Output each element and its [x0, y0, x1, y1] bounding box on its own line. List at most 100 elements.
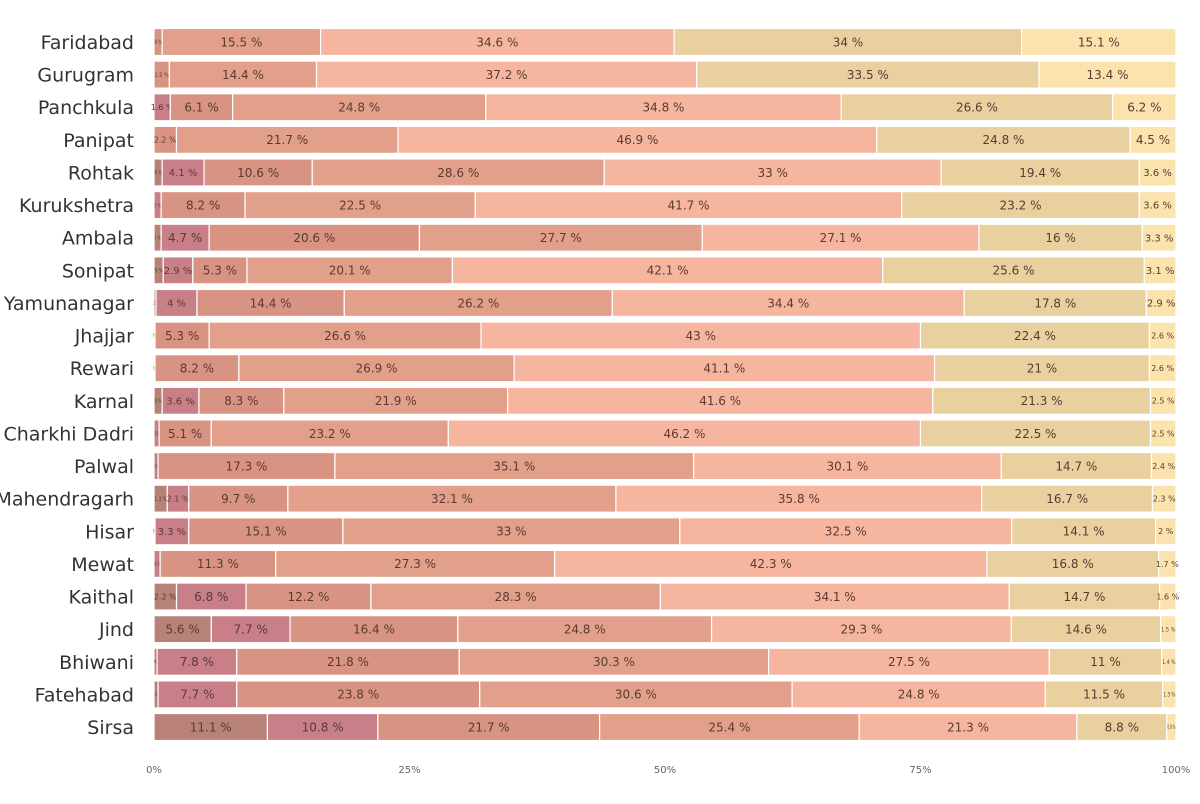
bar-segment — [153, 712, 269, 742]
segment-label: 3.1 % — [1146, 266, 1175, 277]
segment-label: 5 % — [155, 431, 159, 438]
category-label: Ambala — [62, 228, 134, 250]
bar-segment — [397, 125, 878, 154]
segment-label: 3.3 % — [158, 527, 187, 538]
category-label: Panchkula — [38, 97, 134, 119]
segment-label: 1.3 % — [1163, 692, 1175, 699]
x-tick-label: 100% — [1162, 765, 1191, 776]
bar-segment — [710, 615, 1012, 644]
bar-row: 4 % 17.3 % 35.1 % 30.1 % 14.7 % 2.4 % — [153, 451, 1177, 481]
segment-label: 2.9 % — [1147, 299, 1176, 310]
segment-label: 33 % — [757, 166, 788, 180]
bar-segment — [615, 484, 983, 513]
bar-segment — [598, 712, 860, 742]
segment-label: 27.5 % — [888, 655, 930, 669]
segment-label: 42.3 % — [750, 557, 792, 571]
category-label: Charkhi Dadri — [3, 423, 134, 445]
bar-segment — [283, 386, 509, 415]
category-label: Gurugram — [37, 65, 134, 87]
segment-label: 16.4 % — [353, 622, 395, 636]
bar-row: 8 % 3.6 % 8.3 % 21.9 % 41.6 % 21.3 % 2.5 % — [153, 386, 1177, 415]
bar-segment — [507, 386, 934, 415]
segment-label: 43 % — [686, 329, 717, 343]
segment-label: 0.9 % — [1167, 724, 1175, 731]
bar-row: 11.1 % 10.8 % 21.7 % 25.4 % 21.3 % 8.8 % 0.9 % — [153, 712, 1177, 742]
bar-segment — [447, 419, 922, 448]
segment-label: 8.3 % — [224, 394, 258, 408]
bar-segment — [986, 549, 1160, 579]
segment-label: 21.7 % — [266, 133, 308, 147]
bar-segment — [679, 517, 1013, 546]
bar-segment — [1044, 680, 1164, 709]
segment-label: 22.5 % — [339, 198, 381, 212]
bar-segment — [1160, 615, 1177, 644]
segment-label: 21.7 % — [468, 720, 510, 734]
bar-segment — [1161, 647, 1177, 676]
category-label: Faridabad — [41, 32, 134, 54]
category-label: Rohtak — [68, 162, 134, 184]
bar-segment — [161, 386, 200, 415]
segment-label: 41.1 % — [703, 362, 745, 376]
category-label: Kurukshetra — [19, 195, 134, 217]
bar-row: 7 % 8.2 % 22.5 % 41.7 % 23.2 % 3.6 % — [153, 191, 1177, 220]
bar-segment — [175, 125, 399, 154]
bar-segment — [901, 191, 1140, 220]
bar-segment — [1129, 125, 1177, 154]
segment-label: 8 % — [155, 398, 162, 405]
segment-label: 27.1 % — [820, 231, 862, 245]
bar-segment — [963, 288, 1147, 318]
segment-label: 29.3 % — [840, 622, 882, 636]
category-label: Sirsa — [87, 717, 134, 739]
segment-label: 46.2 % — [663, 427, 705, 441]
segment-label: 46.9 % — [616, 133, 658, 147]
bar-segment — [175, 582, 247, 611]
bar-segment — [246, 256, 454, 285]
segment-label: 14.7 % — [1063, 590, 1105, 604]
segment-label: 24.8 % — [338, 101, 380, 115]
bar-row: 6 % 11.3 % 27.3 % 42.3 % 16.8 % 1.7 % — [153, 549, 1179, 579]
bar-segment — [1141, 223, 1177, 252]
segment-label: 7.8 % — [180, 655, 214, 669]
category-label: Mewat — [71, 554, 134, 576]
bar-row: 8 % 15.5 % 34.6 % 34 % 15.1 % — [153, 27, 1177, 57]
segment-label: 27.7 % — [540, 231, 582, 245]
segment-label: 2 % — [154, 300, 157, 307]
bar-segment — [154, 354, 240, 383]
bar-row: 5.6 % 7.7 % 16.4 % 24.8 % 29.3 % 14.6 % 1.5 % — [153, 615, 1177, 644]
bar-segment — [474, 191, 903, 220]
bar-segment — [933, 354, 1151, 383]
category-label: Rewari — [70, 358, 134, 380]
bar-segment — [611, 288, 965, 318]
segment-label: 14.7 % — [1055, 459, 1097, 473]
bar-segment — [236, 680, 481, 709]
bar-segment — [451, 256, 884, 285]
segment-label: 27.3 % — [394, 557, 436, 571]
segment-label: 21 % — [1027, 362, 1058, 376]
segment-label: 21.3 % — [947, 720, 989, 734]
segment-label: 2 % — [1158, 527, 1174, 536]
bar-segment — [208, 321, 482, 350]
category-label: Jhajjar — [74, 326, 134, 348]
segment-label: 23.2 % — [309, 427, 351, 441]
bar-segment — [693, 451, 1002, 481]
segment-label: 26.6 % — [956, 101, 998, 115]
segment-label: 4 % — [155, 692, 158, 699]
bar-row: 1.6 % 6.1 % 24.8 % 34.8 % 26.6 % 6.2 % — [151, 93, 1177, 122]
bar-segment — [158, 419, 212, 448]
bar-segment — [1138, 191, 1177, 220]
segment-label: 20.6 % — [293, 231, 335, 245]
bar-segment — [479, 680, 793, 709]
category-label: Bhiwani — [59, 652, 134, 674]
bar-row: 2.2 % 21.7 % 46.9 % 24.8 % 4.5 % — [153, 125, 1177, 154]
bar-segment — [701, 223, 980, 252]
segment-label: 28.3 % — [495, 590, 537, 604]
bar-row: 2 % 4 % 14.4 % 26.2 % 34.4 % 17.8 % 2.9 % — [153, 288, 1177, 318]
segment-label: 42.1 % — [647, 264, 689, 278]
category-label: Palwal — [74, 456, 134, 478]
segment-label: 5.1 % — [168, 427, 202, 441]
segment-label: 7 % — [155, 235, 161, 242]
bar-segment — [1048, 647, 1163, 676]
segment-label: 5.6 % — [165, 622, 199, 636]
bar-row: 4 % 7.7 % 23.8 % 30.6 % 24.8 % 11.5 % 1.3 % — [153, 680, 1177, 709]
bar-row: %3.3 %15.1 %33 %32.5 %14.1 %2 % — [153, 517, 1177, 546]
